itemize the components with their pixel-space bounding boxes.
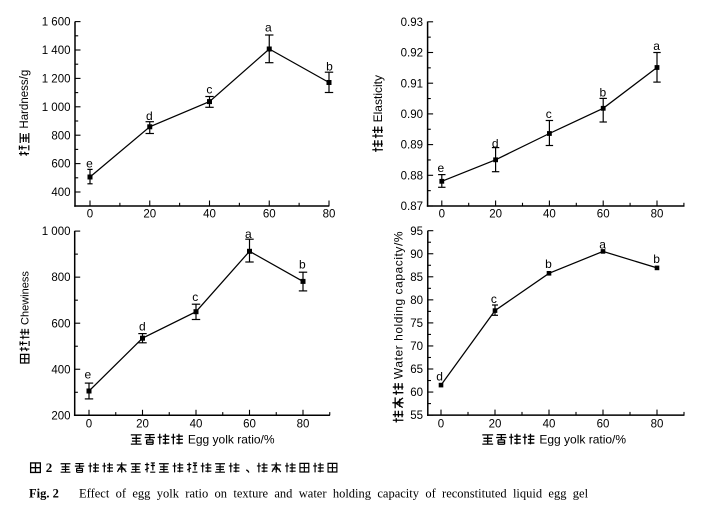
- svg-text:0.88: 0.88: [401, 170, 423, 182]
- svg-text:60: 60: [243, 419, 256, 431]
- svg-text:Hardness/g: Hardness/g: [19, 70, 31, 129]
- svg-text:Fig. 2: Fig. 2: [29, 487, 59, 501]
- svg-text:1 000: 1 000: [42, 102, 71, 114]
- svg-text:400: 400: [51, 364, 70, 376]
- svg-text:a: a: [245, 227, 252, 241]
- svg-text:80: 80: [410, 295, 423, 307]
- svg-text:75: 75: [410, 318, 423, 330]
- svg-text:Egg yolk ratio/%: Egg yolk ratio/%: [188, 432, 275, 446]
- svg-text:Egg yolk ratio/%: Egg yolk ratio/%: [539, 432, 626, 446]
- svg-text:c: c: [546, 107, 552, 121]
- svg-text:400: 400: [51, 187, 70, 199]
- svg-text:e: e: [437, 161, 444, 175]
- svg-text:800: 800: [51, 272, 70, 284]
- svg-text:0.89: 0.89: [401, 140, 423, 152]
- svg-text:40: 40: [203, 209, 216, 221]
- svg-text:80: 80: [323, 209, 336, 221]
- svg-text:c: c: [206, 83, 212, 97]
- svg-text:85: 85: [410, 272, 423, 284]
- svg-text:b: b: [653, 252, 660, 266]
- svg-text:600: 600: [51, 318, 70, 330]
- svg-text:Water holding capacity/%: Water holding capacity/%: [391, 231, 405, 379]
- svg-text:1 600: 1 600: [42, 17, 71, 29]
- svg-text:0.90: 0.90: [401, 109, 423, 121]
- svg-text:40: 40: [543, 419, 556, 431]
- svg-text:e: e: [84, 368, 91, 382]
- svg-text:60: 60: [597, 209, 610, 221]
- svg-text:1 200: 1 200: [42, 73, 71, 85]
- svg-text:a: a: [265, 20, 272, 34]
- svg-text:0.91: 0.91: [401, 78, 423, 90]
- svg-text:d: d: [146, 109, 153, 123]
- svg-text:80: 80: [651, 419, 664, 431]
- svg-text:60: 60: [263, 209, 276, 221]
- svg-text:20: 20: [489, 419, 502, 431]
- svg-text:0.87: 0.87: [401, 201, 423, 213]
- svg-text:Elasticity: Elasticity: [371, 75, 385, 122]
- svg-text:b: b: [600, 85, 607, 99]
- svg-text:e: e: [86, 156, 93, 170]
- svg-text:a: a: [653, 39, 660, 53]
- svg-text:c: c: [491, 292, 497, 306]
- svg-text:60: 60: [410, 387, 423, 399]
- svg-text:0: 0: [439, 209, 445, 221]
- svg-text:0.92: 0.92: [401, 48, 423, 60]
- svg-text:20: 20: [136, 419, 149, 431]
- svg-text:800: 800: [51, 130, 70, 142]
- svg-text:b: b: [545, 257, 552, 271]
- svg-text:1 000: 1 000: [42, 226, 71, 238]
- svg-text:a: a: [599, 237, 606, 251]
- svg-text:Chewiness: Chewiness: [19, 271, 31, 325]
- svg-text:90: 90: [410, 249, 423, 261]
- svg-text:0: 0: [438, 419, 444, 431]
- svg-text:60: 60: [597, 419, 610, 431]
- svg-text:20: 20: [143, 209, 156, 221]
- svg-text:80: 80: [297, 419, 310, 431]
- svg-text:d: d: [139, 320, 146, 334]
- svg-text:200: 200: [51, 410, 70, 422]
- svg-text:80: 80: [651, 209, 664, 221]
- svg-text:65: 65: [410, 364, 423, 376]
- svg-text:40: 40: [190, 419, 203, 431]
- svg-text:d: d: [436, 369, 443, 383]
- svg-text:600: 600: [51, 159, 70, 171]
- svg-text:0: 0: [86, 419, 92, 431]
- svg-text:70: 70: [410, 341, 423, 353]
- svg-text:1 400: 1 400: [42, 45, 71, 57]
- svg-text:0.93: 0.93: [401, 17, 423, 29]
- svg-text:0: 0: [87, 209, 93, 221]
- svg-text:2: 2: [46, 460, 53, 475]
- svg-text:Effect of egg yolk ratio on te: Effect of egg yolk ratio on texture and …: [79, 487, 589, 501]
- svg-text:95: 95: [410, 226, 423, 238]
- svg-text:55: 55: [410, 410, 423, 422]
- svg-text:c: c: [192, 290, 198, 304]
- svg-text:40: 40: [543, 209, 556, 221]
- svg-text:b: b: [326, 60, 333, 74]
- svg-text:b: b: [299, 258, 306, 272]
- svg-text:d: d: [492, 136, 499, 150]
- svg-text:20: 20: [489, 209, 502, 221]
